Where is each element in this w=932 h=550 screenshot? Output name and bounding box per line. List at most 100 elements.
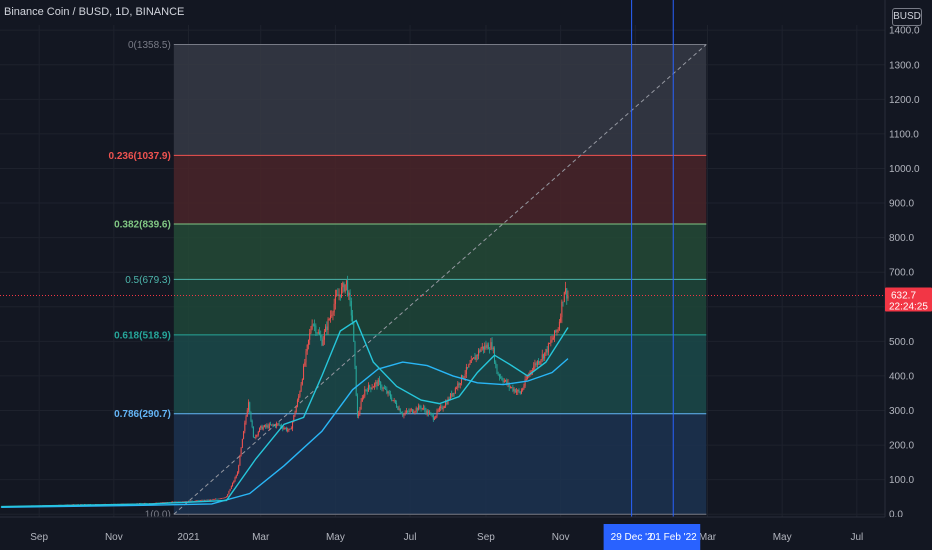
candle-body	[389, 393, 391, 398]
candle-body	[293, 415, 295, 422]
y-tick-label: 1300.0	[889, 60, 920, 71]
candle-body	[189, 500, 191, 502]
candle-body	[303, 365, 305, 380]
candle-body	[284, 427, 286, 429]
y-tick-label: 1200.0	[889, 95, 920, 106]
candle-body	[272, 424, 274, 426]
candle-body	[263, 425, 265, 427]
candle-body	[463, 376, 465, 379]
x-tick-label: May	[326, 532, 345, 543]
candle-body	[383, 387, 385, 389]
candle-body	[539, 361, 541, 364]
candle-body	[234, 477, 236, 482]
candle-body	[213, 499, 215, 500]
candle-body	[261, 425, 263, 430]
candle-body	[438, 408, 440, 411]
candle-body	[475, 355, 477, 360]
candle-body	[223, 497, 225, 499]
candle-body	[492, 348, 494, 350]
candle-body	[374, 383, 376, 387]
candle-body	[267, 425, 269, 429]
candle-body	[369, 385, 371, 388]
candle-body	[221, 497, 223, 499]
candle-body	[551, 339, 553, 341]
candle-body	[214, 498, 216, 500]
price-scale[interactable]	[885, 0, 932, 550]
trend-line[interactable]	[173, 44, 707, 515]
candle-body	[534, 363, 536, 367]
candle-body	[331, 314, 333, 316]
candle-body	[485, 345, 487, 348]
candle-body	[549, 343, 551, 345]
candle-body	[343, 283, 345, 292]
candle-body	[260, 425, 262, 428]
candle-body	[425, 410, 427, 414]
x-tick-label: May	[773, 532, 792, 543]
candle-body	[517, 389, 519, 392]
time-scale[interactable]	[0, 517, 932, 550]
candle-body	[487, 344, 489, 350]
fib-zone	[173, 155, 707, 224]
candle-body	[201, 499, 203, 501]
candle-body	[228, 491, 230, 495]
candle-body	[370, 387, 372, 390]
candle-body	[431, 413, 433, 416]
candle-body	[396, 403, 398, 408]
fib-level-label: 0.236(1037.9)	[109, 151, 171, 162]
candle-body	[210, 499, 212, 501]
candle-body	[413, 412, 415, 413]
x-tick-label: Nov	[105, 532, 123, 543]
x-tick-label: 2021	[177, 532, 200, 543]
candle-body	[408, 411, 410, 413]
candle-body	[329, 315, 331, 320]
y-tick-label: 300.0	[889, 406, 914, 417]
candle-body	[230, 485, 232, 489]
candle-body	[496, 364, 498, 374]
candle-body	[514, 389, 516, 393]
fibonacci-retracement[interactable]: 1(0.0) 0.786(290.7) 0.618(518.9) 0.5(679.3)…	[109, 40, 707, 521]
candle-body	[292, 421, 294, 429]
candle-body	[287, 429, 289, 431]
date-range-highlight[interactable]	[603, 524, 701, 550]
candle-body	[434, 418, 436, 420]
candle-body	[404, 412, 406, 414]
candle-body	[249, 402, 251, 413]
candle-body	[398, 408, 400, 410]
candle-body	[508, 382, 510, 388]
candle-body	[454, 388, 456, 394]
candle-body	[478, 350, 480, 356]
x-tick-label: Jul	[850, 532, 863, 543]
y-tick-label: 0.0	[889, 510, 903, 521]
current-price-badge[interactable]	[885, 287, 932, 312]
candle-body	[545, 349, 547, 353]
candle-body	[495, 362, 497, 365]
candle-body	[387, 391, 389, 394]
fib-level-label: 1(0.0)	[145, 510, 171, 521]
candle-body	[490, 342, 492, 350]
candle-body	[432, 415, 434, 420]
candle-body	[345, 280, 347, 285]
currency-badge[interactable]: BUSD	[892, 8, 922, 26]
candle-body	[421, 408, 423, 409]
candle-body	[282, 427, 284, 429]
overlays[interactable]	[0, 0, 885, 517]
candle-body	[337, 294, 339, 296]
candle-body	[523, 385, 525, 389]
candle-body	[464, 374, 466, 377]
candle-body	[550, 340, 552, 344]
candle-body	[352, 315, 354, 322]
candle-body	[174, 501, 176, 503]
candle-body	[355, 365, 357, 396]
candle-body	[350, 301, 352, 316]
candle-body	[219, 498, 221, 500]
candle-body	[437, 410, 439, 412]
candle-body	[502, 379, 504, 382]
candle-body	[339, 294, 341, 297]
moving-average-short	[1, 319, 569, 508]
candle-body	[527, 376, 529, 380]
candle-body	[392, 400, 394, 402]
candle-body	[538, 361, 540, 364]
current-price-value: 632.7	[891, 290, 916, 301]
